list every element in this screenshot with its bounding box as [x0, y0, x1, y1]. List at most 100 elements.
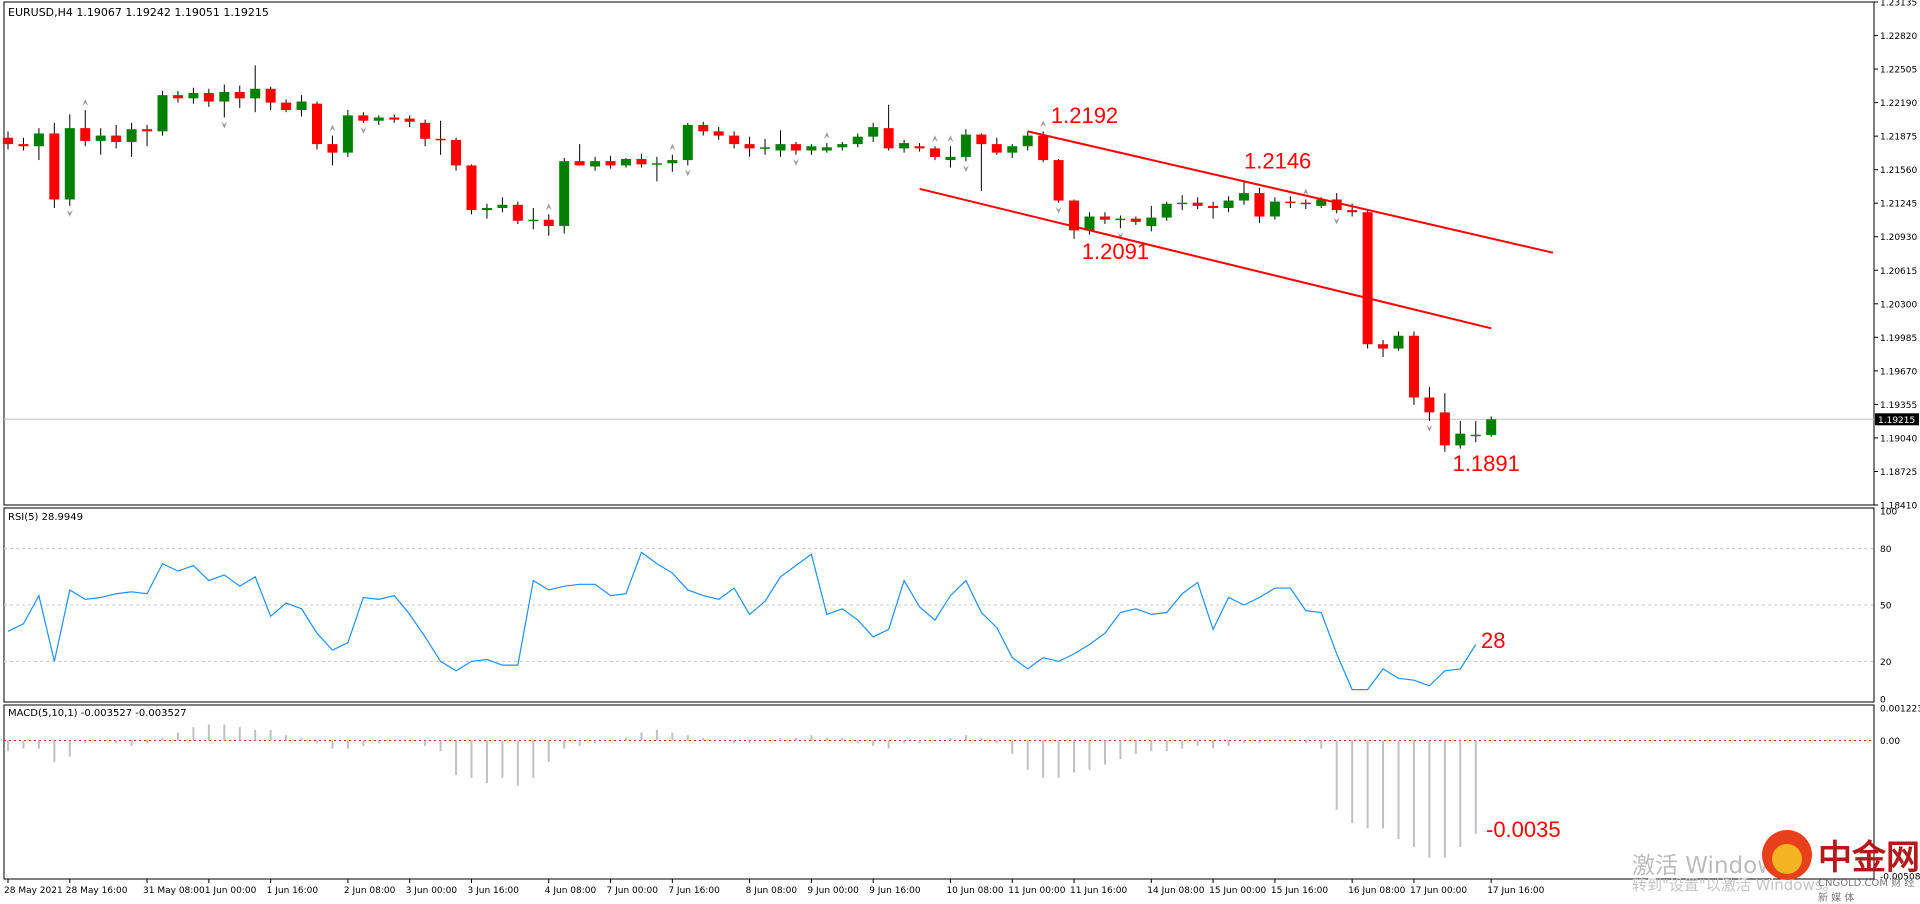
fractal-down-icon [1333, 217, 1340, 225]
price-annotation: 1.1891 [1453, 451, 1520, 476]
candle-bear [203, 93, 214, 102]
current-price-label: 1.19215 [1878, 416, 1915, 426]
candle-bear [790, 144, 801, 151]
candle-bear [1300, 202, 1311, 205]
time-axis-label: 10 Jun 08:00 [946, 886, 1003, 896]
fractals-layer [66, 99, 1433, 432]
candle-bear [312, 103, 322, 145]
candle-bull [1115, 218, 1126, 221]
candle-bull [1316, 199, 1327, 206]
fractal-down-icon [792, 158, 799, 166]
candle-bear [435, 138, 446, 141]
candle-bear [1424, 397, 1435, 413]
candle-bull [1161, 203, 1172, 218]
candle-bear [744, 144, 755, 149]
fractal-up-icon [82, 99, 89, 107]
candle-bull [651, 163, 662, 165]
candle-bull [1146, 217, 1157, 227]
time-axis-label: 17 Jun 00:00 [1410, 886, 1467, 896]
candle-bear [543, 219, 554, 227]
candle-bear [404, 118, 415, 122]
candle-bull [760, 147, 771, 149]
candle-bear [1347, 210, 1358, 213]
time-axis-label: 17 Jun 16:00 [1487, 886, 1544, 896]
candle-bull [621, 159, 631, 166]
candle-bear [265, 88, 276, 103]
time-axis-label: 2 Jun 08:00 [344, 886, 396, 896]
price-axis-label: 1.22820 [1880, 32, 1917, 42]
candle-bull [821, 147, 832, 151]
symbol-header: EURUSD,H4 1.19067 1.19242 1.19051 1.1921… [8, 6, 269, 19]
price-axis-label: 1.22190 [1880, 99, 1917, 109]
macd-histogram [7, 724, 1477, 858]
candle-bull [1269, 201, 1280, 217]
fractal-up-icon [1302, 188, 1309, 196]
candle-bull [1022, 135, 1033, 147]
candle-bear [111, 135, 122, 142]
price-axis-label: 1.19670 [1880, 367, 1917, 377]
price-axis-label: 1.20300 [1880, 300, 1917, 310]
trend-channel-line [1027, 130, 1554, 254]
macd-panel [3, 704, 1875, 880]
time-axis-label: 9 Jun 16:00 [869, 886, 921, 896]
rsi-value-annotation: 28 [1481, 628, 1505, 653]
fractal-down-icon [360, 126, 367, 134]
watermark-line1: 激活 Windows [1632, 853, 1788, 879]
candle-bull [868, 127, 879, 137]
price-annotation: 1.2091 [1082, 239, 1149, 264]
grid-layer [4, 418, 1874, 742]
candle-bear [512, 204, 523, 221]
candle-bull [481, 207, 492, 211]
candle-bear [605, 161, 616, 166]
candle-bull [1223, 200, 1234, 208]
time-axis-label: 1 Jun 00:00 [205, 886, 257, 896]
price-axis-label: 1.19355 [1880, 401, 1917, 411]
candle-bear [1130, 218, 1141, 222]
macd-axis-label: 0.001223 [1880, 705, 1920, 715]
macd-label: MACD(5,10,1) -0.003527 -0.003527 [8, 708, 187, 719]
candle-bull [188, 93, 199, 99]
rsi-axis-label: 80 [1880, 545, 1892, 555]
rsi-label: RSI(5) 28.9949 [8, 512, 83, 523]
candle-bear [1053, 160, 1064, 201]
watermark-line2: 转到"设置"以激活 Windows。 [1632, 876, 1838, 894]
candle-bear [142, 129, 153, 132]
candle-bull [373, 117, 384, 121]
price-axis-label: 1.19040 [1880, 434, 1917, 444]
time-axis-label: 3 Jun 16:00 [468, 886, 520, 896]
candle-bull [1486, 419, 1497, 436]
candle-bull [250, 88, 261, 99]
rsi-axis-label: 50 [1880, 602, 1892, 612]
candle-bear [930, 148, 940, 157]
rsi-axis-label: 20 [1880, 658, 1892, 668]
rsi-axis-label: 100 [1880, 508, 1897, 518]
price-annotation: 1.2146 [1244, 149, 1311, 174]
candle-bull [837, 144, 848, 148]
rsi-axis-label: 0 [1880, 696, 1886, 706]
candle-bear [49, 133, 60, 200]
macd-axis-label: -0.005089 [1880, 873, 1920, 883]
candle-bull [1393, 335, 1404, 349]
fractal-up-icon [669, 143, 676, 151]
time-axis-label: 7 Jun 00:00 [607, 886, 659, 896]
rsi-panel [3, 507, 1875, 703]
candle-bear [18, 144, 29, 147]
candle-bear [729, 135, 740, 145]
fractal-up-icon [1040, 120, 1047, 128]
fractal-down-icon [221, 121, 228, 129]
candles-layer [3, 65, 1497, 452]
candle-bear [1069, 200, 1080, 231]
candle-bull [296, 101, 307, 111]
candle-bear [883, 128, 894, 149]
candle-bull [899, 143, 910, 149]
candle-bull [1470, 434, 1481, 437]
fractal-down-icon [1055, 206, 1062, 214]
price-axis-label: 1.22505 [1880, 66, 1917, 76]
fractal-down-icon [962, 165, 969, 173]
fractal-up-icon [823, 132, 830, 140]
time-axis-label: 15 Jun 00:00 [1209, 886, 1266, 896]
candle-bull [126, 129, 137, 142]
candle-bear [1378, 344, 1389, 349]
candle-bull [342, 115, 353, 153]
